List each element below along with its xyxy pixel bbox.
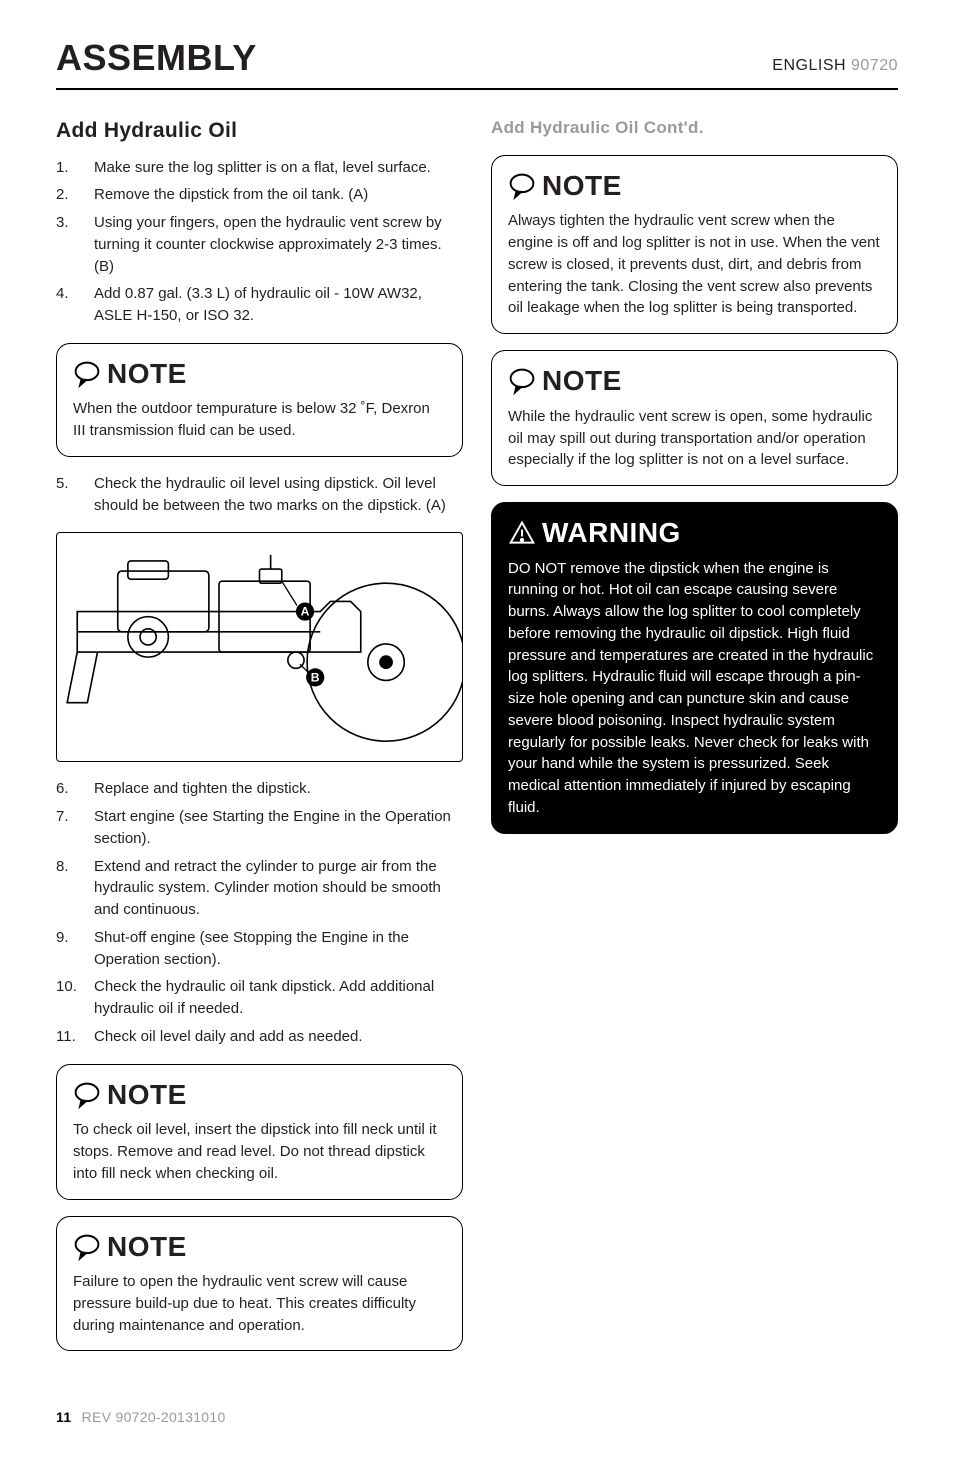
note-callout-4: NOTE Always tighten the hydraulic vent s… [491, 155, 898, 334]
note-heading: NOTE [508, 361, 881, 402]
step-item: Replace and tighten the dipstick. [56, 778, 463, 800]
right-column: Add Hydraulic Oil Cont'd. NOTE Always ti… [491, 116, 898, 1367]
note-body: Failure to open the hydraulic vent screw… [73, 1271, 446, 1336]
content-columns: Add Hydraulic Oil Make sure the log spli… [56, 116, 898, 1367]
step-item: Start engine (see Starting the Engine in… [56, 806, 463, 850]
steps-list-1: Make sure the log splitter is on a flat,… [56, 157, 463, 327]
step-item: Add 0.87 gal. (3.3 L) of hydraulic oil -… [56, 283, 463, 327]
assembly-diagram: A B [56, 532, 463, 762]
step-item: Extend and retract the cylinder to purge… [56, 856, 463, 921]
page-footer: 11 REV 90720-20131010 [56, 1407, 898, 1427]
diagram-svg: A B [57, 533, 462, 761]
lang-model: ENGLISH 90720 [772, 54, 898, 77]
left-column: Add Hydraulic Oil Make sure the log spli… [56, 116, 463, 1367]
note-heading: NOTE [73, 1075, 446, 1116]
step-item: Shut-off engine (see Stopping the Engine… [56, 927, 463, 971]
warning-heading: WARNING [508, 513, 881, 554]
note-body: Always tighten the hydraulic vent screw … [508, 210, 881, 319]
steps-list-2: Check the hydraulic oil level using dips… [56, 473, 463, 517]
revision-code: REV 90720-20131010 [82, 1409, 226, 1425]
right-subheading-cont: Add Hydraulic Oil Cont'd. [491, 116, 898, 141]
note-label: NOTE [107, 1075, 187, 1116]
diagram-label-b: B [311, 671, 320, 685]
page-header: ASSEMBLY ENGLISH 90720 [56, 32, 898, 90]
speech-bubble-icon [508, 367, 536, 395]
step-item: Remove the dipstick from the oil tank. (… [56, 184, 463, 206]
warning-callout: WARNING DO NOT remove the dipstick when … [491, 502, 898, 834]
note-body: While the hydraulic vent screw is open, … [508, 406, 881, 471]
note-heading: NOTE [73, 354, 446, 395]
warning-body: DO NOT remove the dipstick when the engi… [508, 558, 881, 819]
warning-triangle-icon [508, 519, 536, 547]
left-subheading: Add Hydraulic Oil [56, 116, 463, 146]
language-label: ENGLISH [772, 57, 846, 74]
note-heading: NOTE [73, 1227, 446, 1268]
warning-label: WARNING [542, 513, 681, 554]
step-item: Check the hydraulic oil level using dips… [56, 473, 463, 517]
note-callout-1: NOTE When the outdoor tempurature is bel… [56, 343, 463, 457]
step-item: Using your fingers, open the hydraulic v… [56, 212, 463, 277]
step-item: Make sure the log splitter is on a flat,… [56, 157, 463, 179]
note-heading: NOTE [508, 166, 881, 207]
note-label: NOTE [107, 1227, 187, 1268]
step-item: Check the hydraulic oil tank dipstick. A… [56, 976, 463, 1020]
note-label: NOTE [107, 354, 187, 395]
note-callout-5: NOTE While the hydraulic vent screw is o… [491, 350, 898, 486]
speech-bubble-icon [73, 360, 101, 388]
steps-list-3: Replace and tighten the dipstick. Start … [56, 778, 463, 1047]
note-callout-3: NOTE Failure to open the hydraulic vent … [56, 1216, 463, 1352]
speech-bubble-icon [73, 1233, 101, 1261]
note-callout-2: NOTE To check oil level, insert the dips… [56, 1064, 463, 1200]
speech-bubble-icon [508, 172, 536, 200]
speech-bubble-icon [73, 1081, 101, 1109]
note-label: NOTE [542, 361, 622, 402]
model-code: 90720 [851, 57, 898, 74]
page-number: 11 [56, 1409, 71, 1425]
note-body: When the outdoor tempurature is below 32… [73, 398, 446, 442]
section-title: ASSEMBLY [56, 32, 257, 84]
step-item: Check oil level daily and add as needed. [56, 1026, 463, 1048]
diagram-label-a: A [301, 605, 310, 619]
note-body: To check oil level, insert the dipstick … [73, 1119, 446, 1184]
note-label: NOTE [542, 166, 622, 207]
